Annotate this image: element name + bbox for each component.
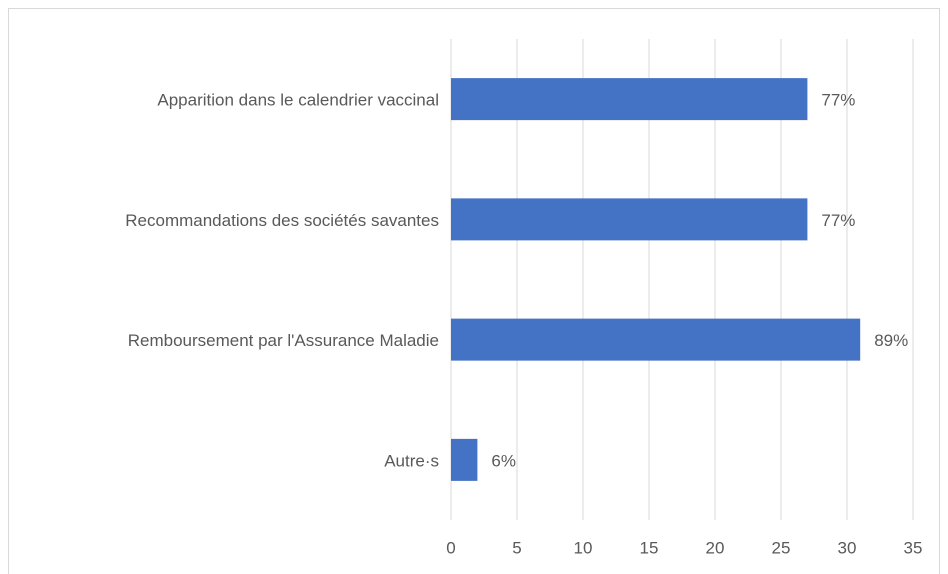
x-tick-label: 10 xyxy=(574,538,593,557)
x-tick-label: 15 xyxy=(640,538,659,557)
data-label: 77% xyxy=(821,91,855,110)
bar xyxy=(451,198,808,241)
y-tick-label: Autre·s xyxy=(384,451,439,470)
x-tick-label: 25 xyxy=(772,538,791,557)
y-tick-label: Apparition dans le calendrier vaccinal xyxy=(157,91,439,110)
bar xyxy=(451,78,808,121)
data-label: 77% xyxy=(821,211,855,230)
data-label: 89% xyxy=(874,331,908,350)
x-tick-label: 35 xyxy=(904,538,923,557)
chart-frame xyxy=(8,8,940,574)
x-tick-label: 5 xyxy=(512,538,521,557)
x-tick-label: 30 xyxy=(838,538,857,557)
x-tick-label: 0 xyxy=(446,538,455,557)
bar xyxy=(451,438,478,481)
bar xyxy=(451,318,861,361)
y-tick-label: Remboursement par l'Assurance Maladie xyxy=(128,331,439,350)
x-tick-label: 20 xyxy=(706,538,725,557)
y-tick-label: Recommandations des sociétés savantes xyxy=(125,211,439,230)
data-label: 6% xyxy=(491,451,516,470)
